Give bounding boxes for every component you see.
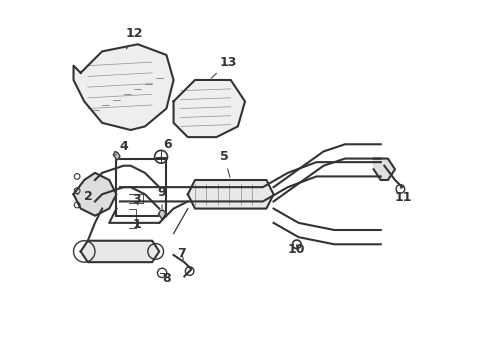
Text: 2: 2	[77, 190, 92, 203]
Polygon shape	[188, 180, 273, 208]
Text: 11: 11	[395, 187, 413, 204]
Polygon shape	[159, 210, 166, 219]
Polygon shape	[114, 152, 120, 160]
Polygon shape	[173, 80, 245, 137]
Text: 1: 1	[132, 218, 141, 231]
Text: 7: 7	[177, 247, 186, 260]
Text: 12: 12	[125, 27, 143, 49]
Text: 10: 10	[288, 243, 305, 256]
Polygon shape	[373, 158, 395, 180]
Polygon shape	[74, 173, 117, 216]
Text: 13: 13	[211, 56, 237, 78]
Polygon shape	[74, 44, 173, 130]
Polygon shape	[81, 241, 159, 262]
Text: 9: 9	[157, 186, 166, 210]
Text: 3: 3	[132, 193, 141, 206]
Text: 5: 5	[220, 150, 230, 177]
Text: 4: 4	[116, 140, 128, 155]
Text: 6: 6	[161, 138, 172, 157]
Text: 8: 8	[162, 272, 171, 285]
